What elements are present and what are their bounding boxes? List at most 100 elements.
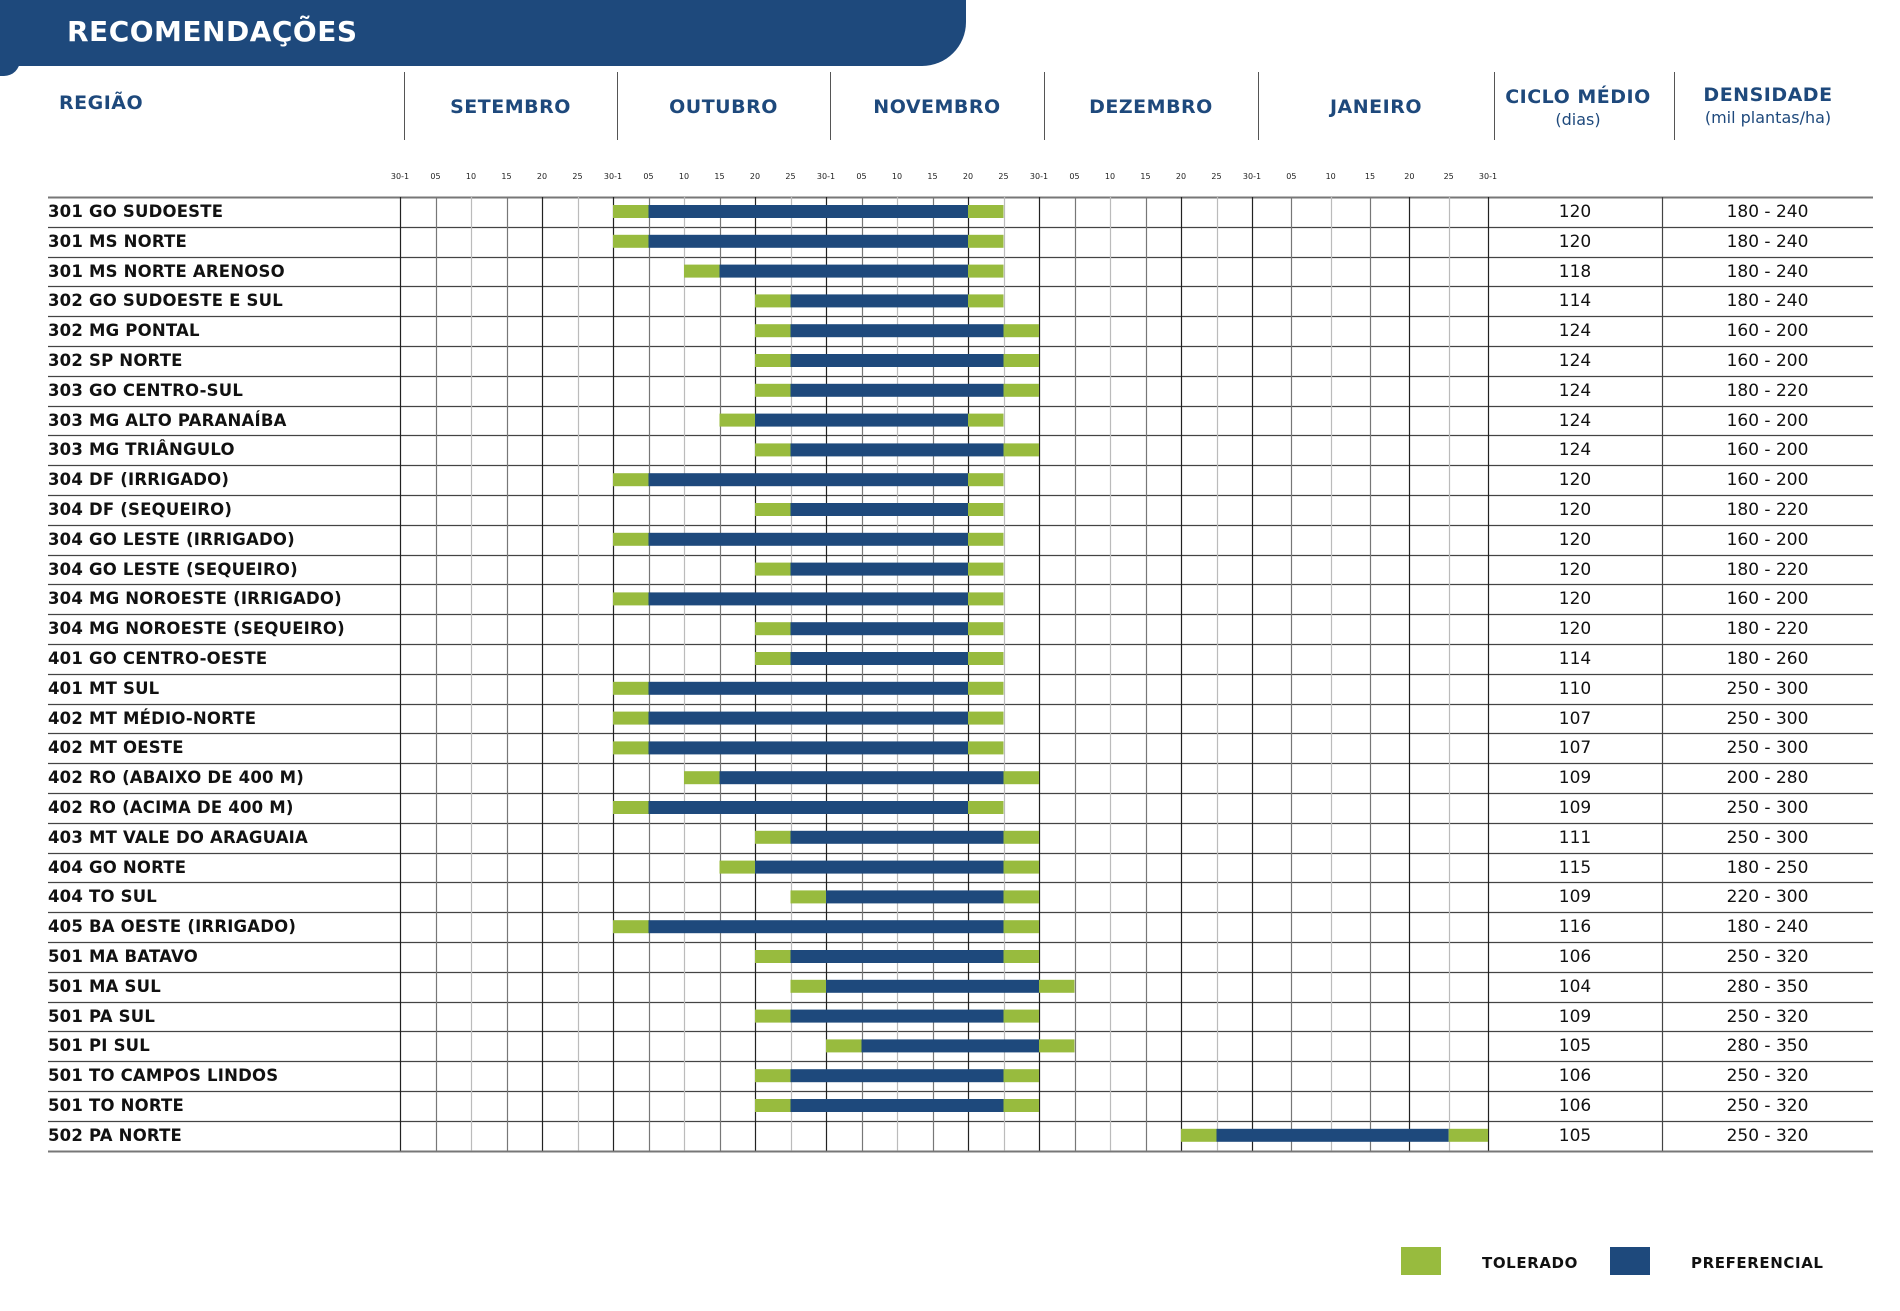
density-value: 250 - 300 bbox=[1726, 708, 1809, 729]
region-label: 303 MG TRIÂNGULO bbox=[48, 440, 235, 460]
bar-preferencial bbox=[790, 830, 1004, 844]
bar-preferencial bbox=[861, 1039, 1039, 1053]
density-value: 250 - 320 bbox=[1726, 1125, 1809, 1146]
region-label: 304 MG NOROESTE (SEQUEIRO) bbox=[48, 619, 345, 639]
density-value: 160 - 200 bbox=[1726, 470, 1809, 491]
cycle-value: 106 bbox=[1558, 1066, 1592, 1087]
legend-swatch-preferencial bbox=[1610, 1247, 1650, 1275]
bar-tolerado-end bbox=[1003, 443, 1039, 457]
bar-tolerado-end bbox=[1003, 830, 1039, 844]
region-label: 402 MT OESTE bbox=[48, 738, 184, 758]
bar-preferencial bbox=[648, 711, 968, 725]
tick-label: 25 bbox=[785, 172, 796, 181]
cycle-value: 124 bbox=[1558, 410, 1592, 431]
tick-label: 20 bbox=[1175, 172, 1187, 181]
bar-tolerado-end bbox=[968, 592, 1004, 606]
region-label: 401 GO CENTRO-OESTE bbox=[48, 649, 268, 668]
density-value: 160 - 200 bbox=[1726, 589, 1809, 610]
bar-preferencial bbox=[648, 920, 1004, 934]
bar-tolerado-end bbox=[1003, 1069, 1039, 1083]
cycle-value: 116 bbox=[1558, 917, 1592, 938]
density-value: 250 - 300 bbox=[1726, 678, 1809, 699]
bar-tolerado-start bbox=[755, 622, 791, 636]
tick-label: 10 bbox=[891, 172, 903, 181]
density-value: 250 - 300 bbox=[1726, 827, 1809, 848]
bar-tolerado-start bbox=[790, 890, 826, 904]
tick-label: 05 bbox=[1286, 172, 1297, 181]
tick-label: 10 bbox=[1325, 172, 1336, 181]
density-value: 180 - 240 bbox=[1726, 231, 1809, 252]
tick-label: 30-1 bbox=[1478, 172, 1498, 181]
bar-tolerado-start bbox=[755, 950, 791, 963]
bar-tolerado-start bbox=[755, 503, 791, 516]
region-label: 404 TO SUL bbox=[48, 887, 158, 907]
cycle-value: 106 bbox=[1558, 1096, 1592, 1116]
density-value: 250 - 320 bbox=[1726, 1066, 1809, 1087]
bar-tolerado-start bbox=[790, 979, 826, 993]
bar-tolerado-start bbox=[755, 294, 791, 308]
bar-tolerado-end bbox=[968, 294, 1004, 308]
tick-label: 20 bbox=[536, 172, 548, 181]
density-value: 280 - 350 bbox=[1726, 976, 1809, 997]
bar-preferencial bbox=[755, 413, 968, 427]
bar-preferencial bbox=[790, 503, 968, 516]
bar-tolerado-end bbox=[968, 413, 1004, 427]
density-value: 180 - 220 bbox=[1726, 380, 1809, 401]
density-value: 280 - 350 bbox=[1726, 1036, 1809, 1057]
bar-tolerado-start bbox=[613, 473, 649, 487]
bar-preferencial bbox=[790, 652, 968, 665]
bar-tolerado-end bbox=[1039, 1039, 1075, 1053]
density-value: 250 - 320 bbox=[1726, 1006, 1809, 1027]
tick-label: 25 bbox=[998, 172, 1009, 181]
cycle-value: 109 bbox=[1558, 768, 1592, 789]
cycle-value: 105 bbox=[1558, 1036, 1592, 1057]
bar-tolerado-end bbox=[1003, 1099, 1039, 1112]
density-value: 160 - 200 bbox=[1726, 321, 1809, 342]
bar-tolerado-end bbox=[968, 562, 1004, 576]
density-value: 180 - 220 bbox=[1726, 559, 1809, 580]
density-value: 180 - 240 bbox=[1726, 917, 1809, 938]
tick-label: 20 bbox=[962, 172, 974, 181]
bar-tolerado-start bbox=[613, 920, 649, 934]
region-label: 402 MT MÉDIO-NORTE bbox=[48, 708, 257, 728]
region-header: REGIÃO bbox=[59, 92, 144, 114]
density-value: 250 - 300 bbox=[1726, 738, 1809, 759]
tick-label: 25 bbox=[1443, 172, 1454, 181]
tick-label: 30-1 bbox=[603, 172, 623, 181]
density-value: 250 - 320 bbox=[1726, 1096, 1809, 1116]
cycle-value: 120 bbox=[1558, 470, 1592, 491]
bar-preferencial bbox=[648, 234, 968, 248]
density-value: 200 - 280 bbox=[1726, 768, 1809, 789]
bar-tolerado-end bbox=[968, 264, 1004, 278]
bar-preferencial bbox=[648, 205, 968, 218]
bar-tolerado-end bbox=[968, 622, 1004, 636]
cycle-unit: (dias) bbox=[1555, 110, 1601, 129]
title-banner bbox=[0, 0, 966, 66]
region-label: 402 RO (ACIMA DE 400 M) bbox=[48, 798, 294, 817]
density-unit: (mil plantas/ha) bbox=[1704, 108, 1832, 127]
density-value: 180 - 240 bbox=[1726, 261, 1809, 282]
cycle-value: 114 bbox=[1558, 291, 1592, 312]
tick-label: 15 bbox=[1364, 172, 1376, 181]
bar-tolerado-end bbox=[968, 234, 1004, 248]
region-label: 303 GO CENTRO-SUL bbox=[48, 380, 244, 400]
bar-tolerado-end bbox=[968, 801, 1004, 814]
tick-label: 30-1 bbox=[1242, 172, 1262, 181]
tick-label: 15 bbox=[501, 172, 512, 181]
bar-tolerado-start bbox=[613, 205, 649, 218]
bar-tolerado-end bbox=[1003, 383, 1039, 397]
bar-tolerado-end bbox=[1003, 890, 1039, 904]
density-value: 180 - 220 bbox=[1726, 500, 1809, 520]
bar-tolerado-end bbox=[1003, 324, 1039, 338]
month-header: OUTUBRO bbox=[669, 96, 778, 118]
region-label: 501 PA SUL bbox=[48, 1006, 156, 1026]
page-title: RECOMENDAÇÕES bbox=[67, 15, 358, 48]
density-value: 250 - 320 bbox=[1726, 947, 1809, 967]
density-header: DENSIDADE bbox=[1703, 84, 1833, 106]
month-header: JANEIRO bbox=[1329, 96, 1422, 118]
region-label: 401 MT SUL bbox=[48, 678, 160, 698]
region-label: 303 MG ALTO PARANAÍBA bbox=[48, 410, 287, 430]
bar-tolerado-start bbox=[719, 860, 755, 874]
region-label: 304 GO LESTE (SEQUEIRO) bbox=[48, 559, 298, 579]
bar-tolerado-start bbox=[755, 1009, 791, 1023]
